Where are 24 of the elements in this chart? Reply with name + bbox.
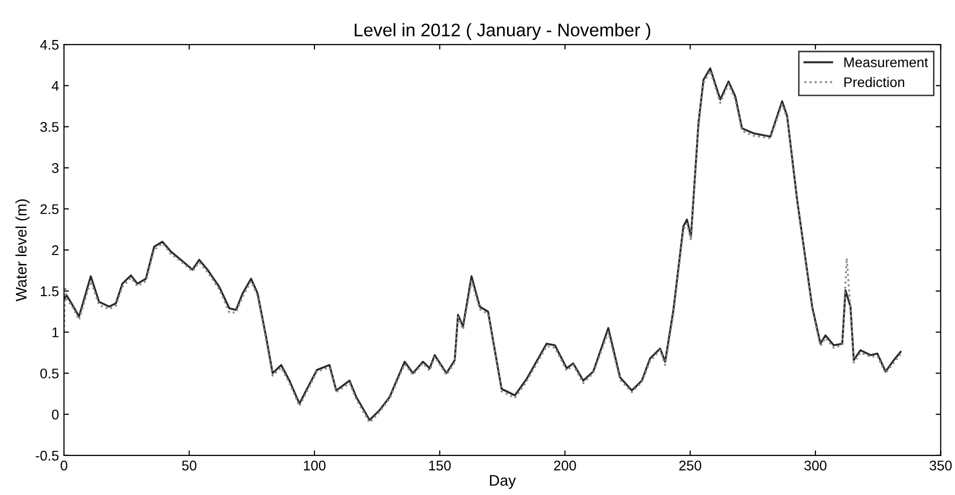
y-tick-label: 2 xyxy=(52,245,58,256)
x-tick-label: 150 xyxy=(429,460,451,470)
x-tick-label: 250 xyxy=(679,460,702,470)
x-tick-label: 300 xyxy=(804,460,826,470)
y-axis-title: Water level (m) xyxy=(15,199,30,302)
y-tick-label: 0 xyxy=(52,410,59,420)
x-tick-label: 200 xyxy=(554,460,576,470)
legend-label: Prediction xyxy=(844,76,904,88)
y-tick-label: -0.5 xyxy=(36,450,59,461)
x-tick-label: 50 xyxy=(182,460,196,470)
y-tick-label: 3.5 xyxy=(40,122,59,132)
y-tick-label: 1.5 xyxy=(40,286,59,296)
x-tick-label: 350 xyxy=(930,460,952,470)
x-tick-label: 100 xyxy=(304,460,326,470)
y-tick-label: 1 xyxy=(52,328,58,338)
legend-label: Measurement xyxy=(844,58,928,68)
x-axis-title: Day xyxy=(490,475,516,489)
x-tick-label: 0 xyxy=(60,460,68,470)
y-tick-label: 3 xyxy=(52,163,59,173)
y-tick-label: 2.5 xyxy=(40,204,59,214)
chart-title: Level in 2012 ( January - November ) xyxy=(354,23,650,40)
y-tick-label: 4.5 xyxy=(40,40,59,50)
y-tick-label: 4 xyxy=(52,81,59,91)
y-tick-label: 0.5 xyxy=(40,368,59,378)
